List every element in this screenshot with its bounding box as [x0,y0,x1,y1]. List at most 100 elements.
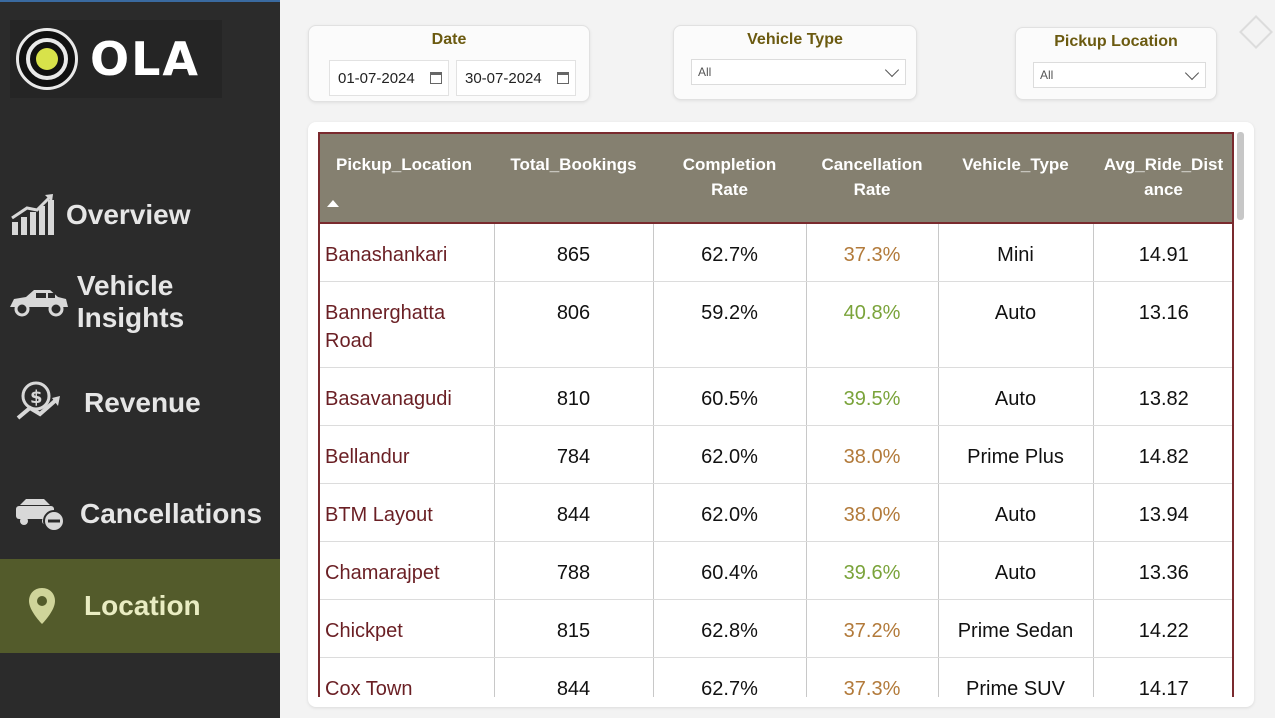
nav-label-revenue: Revenue [84,387,201,418]
table-row[interactable]: Bellandur 784 62.0% 38.0% Prime Plus 14.82 [320,425,1232,484]
ola-logo-icon [16,28,78,90]
vehicle-type-filter-title: Vehicle Type [747,31,843,48]
cell-cancellation-rate: 39.6% [806,541,939,600]
cell-cancellation-rate: 37.3% [806,223,939,282]
cell-vehicle-type: Prime Sedan [938,599,1094,658]
table-row[interactable]: BTM Layout 844 62.0% 38.0% Auto 13.94 [320,483,1232,542]
column-header-cancellation-rate[interactable]: Cancellation Rate [806,132,938,224]
cell-total-bookings: 810 [494,367,654,426]
money-hand-icon: $ [0,380,84,426]
cell-completion-rate: 62.7% [653,657,807,697]
cell-total-bookings: 844 [494,483,654,542]
start-date-input[interactable]: 01-07-2024 [329,60,449,96]
cell-cancellation-rate: 37.3% [806,657,939,697]
cell-cancellation-rate: 38.0% [806,483,939,542]
table-row[interactable]: Basavanagudi 810 60.5% 39.5% Auto 13.82 [320,367,1232,426]
column-header-total-bookings[interactable]: Total_Bookings [494,132,653,224]
brand-name: OLA [90,32,201,86]
brand-logo: OLA [10,20,222,98]
table-row[interactable]: Banashankari 865 62.7% 37.3% Mini 14.91 [320,223,1232,282]
cell-total-bookings: 788 [494,541,654,600]
start-date-value: 01-07-2024 [338,69,415,87]
nav-item-location[interactable]: Location [0,559,280,653]
cell-completion-rate: 59.2% [653,281,807,368]
table-row[interactable]: Cox Town 844 62.7% 37.3% Prime SUV 14.17 [320,657,1232,697]
table-row[interactable]: Bannerghatta Road 806 59.2% 40.8% Auto 13.16 [320,281,1232,368]
pickup-location-selected: All [1040,68,1054,82]
column-header-vehicle-type[interactable]: Vehicle_Type [938,132,1093,224]
nav-item-cancellations[interactable]: Cancellations [0,469,280,559]
table-scrollbar[interactable] [1237,132,1244,220]
column-header-pickup-location[interactable]: Pickup_Location [320,132,494,224]
cell-vehicle-type: Auto [938,541,1094,600]
cell-cancellation-rate: 39.5% [806,367,939,426]
cell-avg-ride-distance: 14.17 [1093,657,1232,697]
cell-cancellation-rate: 40.8% [806,281,939,368]
pickup-location-dropdown[interactable]: All [1033,62,1206,88]
cell-vehicle-type: Auto [938,281,1094,368]
cell-completion-rate: 62.8% [653,599,807,658]
cell-vehicle-type: Mini [938,223,1094,282]
sort-ascending-icon[interactable] [327,200,339,207]
cell-vehicle-type: Prime Plus [938,425,1094,484]
column-header-completion-rate[interactable]: Completion Rate [653,132,806,224]
cell-pickup-location: Cox Town [320,657,495,697]
svg-text:$: $ [30,387,43,408]
table-row[interactable]: Chamarajpet 788 60.4% 39.6% Auto 13.36 [320,541,1232,600]
cell-vehicle-type: Auto [938,483,1094,542]
cell-pickup-location: Chickpet [320,599,495,658]
cell-pickup-location: Banashankari [320,223,495,282]
nav-item-vehicle-insights[interactable]: Vehicle Insights [0,257,280,347]
nav-item-overview[interactable]: Overview [0,170,280,260]
chevron-down-icon [884,62,900,78]
cell-avg-ride-distance: 14.82 [1093,425,1232,484]
cell-cancellation-rate: 37.2% [806,599,939,658]
cell-completion-rate: 62.0% [653,425,807,484]
end-date-input[interactable]: 30-07-2024 [456,60,576,96]
clear-filters-eraser-icon[interactable] [1239,15,1273,49]
nav-label-cancellations: Cancellations [80,498,263,529]
cell-pickup-location: Chamarajpet [320,541,495,600]
calendar-icon[interactable] [430,72,442,84]
cell-total-bookings: 806 [494,281,654,368]
cell-completion-rate: 62.7% [653,223,807,282]
car-icon [0,287,77,317]
nav-item-revenue[interactable]: $ Revenue [0,358,280,448]
date-filter-title: Date [431,31,467,48]
pickup-location-filter-title: Pickup Location [1054,33,1178,50]
cell-avg-ride-distance: 13.16 [1093,281,1232,368]
cell-avg-ride-distance: 13.36 [1093,541,1232,600]
nav-label-vehicle-insights: Vehicle Insights [76,270,185,333]
chart-growth-icon [0,192,66,238]
cell-avg-ride-distance: 14.91 [1093,223,1232,282]
date-filter: Date 01-07-2024 30-07-2024 [308,25,590,102]
location-table: Pickup_Location Total_Bookings Completio… [320,132,1232,697]
cell-avg-ride-distance: 14.22 [1093,599,1232,658]
cell-completion-rate: 60.4% [653,541,807,600]
cell-pickup-location: Basavanagudi [320,367,495,426]
map-pin-icon [0,586,84,626]
chevron-down-icon [1184,65,1200,81]
cell-pickup-location: Bellandur [320,425,495,484]
table-row[interactable]: Chickpet 815 62.8% 37.2% Prime Sedan 14.22 [320,599,1232,658]
location-table-scroll[interactable]: Pickup_Location Total_Bookings Completio… [318,132,1234,697]
cell-total-bookings: 844 [494,657,654,697]
column-header-avg-ride-distance[interactable]: Avg_Ride_Dist ance [1093,132,1232,224]
cell-completion-rate: 62.0% [653,483,807,542]
cell-vehicle-type: Prime SUV [938,657,1094,697]
cell-total-bookings: 784 [494,425,654,484]
vehicle-type-dropdown[interactable]: All [691,59,906,85]
cell-total-bookings: 865 [494,223,654,282]
cell-total-bookings: 815 [494,599,654,658]
cell-pickup-location: Bannerghatta Road [320,281,495,368]
cell-completion-rate: 60.5% [653,367,807,426]
end-date-value: 30-07-2024 [465,69,542,87]
cell-avg-ride-distance: 13.94 [1093,483,1232,542]
car-cancel-icon [0,495,80,533]
nav-label-overview: Overview [66,199,191,230]
cell-avg-ride-distance: 13.82 [1093,367,1232,426]
sidebar: OLA Overview Vehicle I [0,0,280,718]
cell-vehicle-type: Auto [938,367,1094,426]
pickup-location-filter: Pickup Location All [1015,27,1217,100]
calendar-icon[interactable] [557,72,569,84]
